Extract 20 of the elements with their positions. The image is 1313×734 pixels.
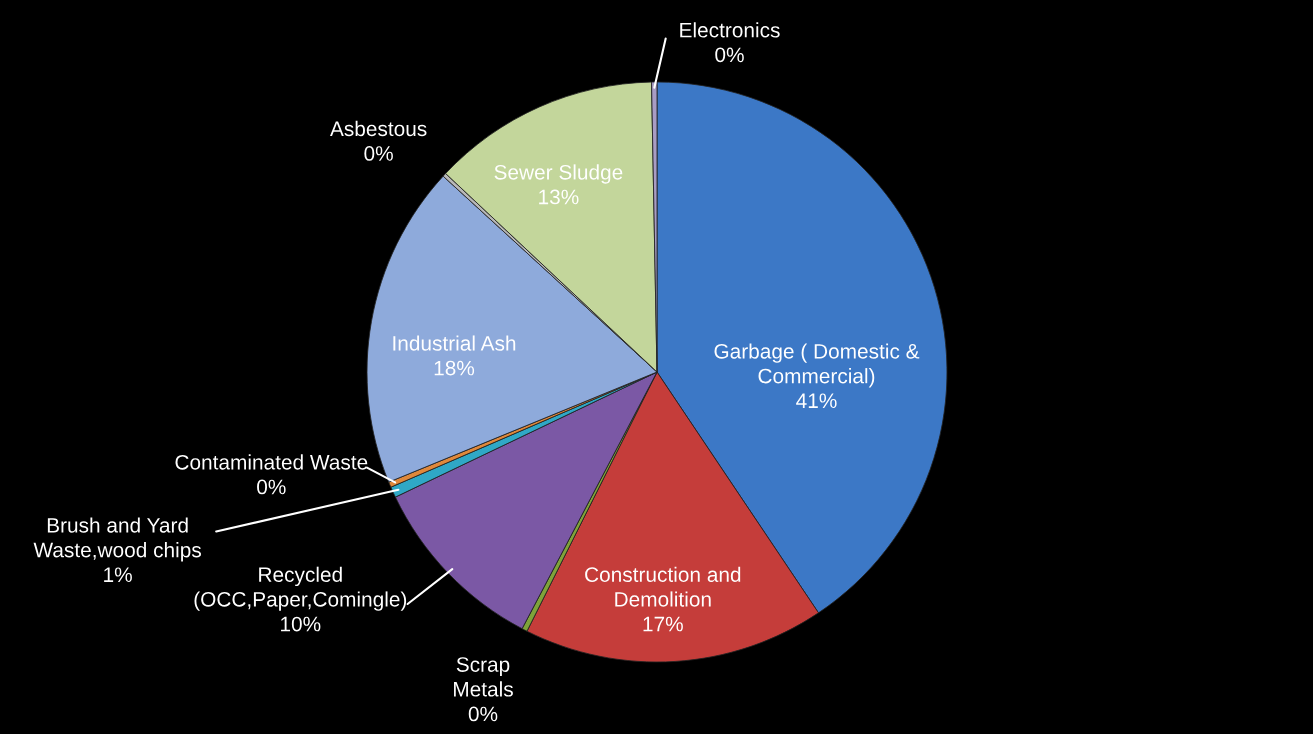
data-label: 18% [434,360,475,376]
slice-label: Garbage ( Domestic & Commercial) [714,343,920,388]
data-label: 0% [715,47,744,63]
slice-label: Recycled (OCC,Paper,Comingle) [194,566,407,611]
slice-label: Asbestous [330,120,427,137]
data-label: 0% [364,146,393,161]
data-label: 17% [643,616,683,632]
data-label: 13% [539,189,579,205]
data-label: 0% [257,479,286,495]
slice-label: Electronics [680,22,780,38]
slice-label: Brush and Yard Waste,wood chips [33,517,201,562]
data-label: 0% [468,706,498,722]
slice-label: Contaminated Waste [175,454,368,470]
slice-label: Sewer Sludge [494,164,623,184]
data-label: 10% [281,616,321,632]
slice-label: Construction and Demolition [585,566,741,607]
slice-label: Industrial Ash [393,335,516,351]
data-label: 1% [104,567,132,583]
data-label: 41% [796,393,837,409]
slice-label: Scrap Metals [454,657,513,697]
